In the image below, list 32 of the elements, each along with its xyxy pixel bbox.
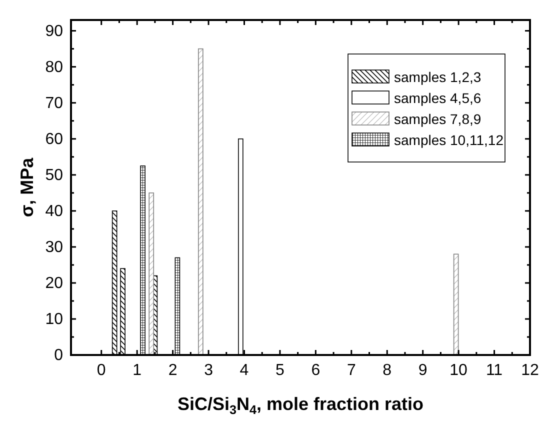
legend-label: samples 4,5,6 bbox=[394, 90, 482, 106]
bar bbox=[148, 192, 154, 356]
x-tick-label: 7 bbox=[346, 362, 356, 379]
bar bbox=[453, 254, 459, 356]
legend-label: samples 10,11,12 bbox=[394, 132, 504, 148]
x-tick-label: 4 bbox=[240, 362, 249, 379]
y-tick-label: 50 bbox=[45, 166, 64, 184]
y-tick-label: 60 bbox=[45, 130, 64, 148]
x-axis-title: SiC/Si$_{3}$N$_{4}$, mole fraction ratio bbox=[177, 394, 424, 417]
x-tick-label: 8 bbox=[382, 362, 392, 379]
legend-label: samples 1,2,3 bbox=[394, 69, 482, 85]
bar bbox=[198, 48, 204, 356]
y-tick-label: 90 bbox=[45, 22, 64, 40]
x-tick-label: 2 bbox=[168, 362, 178, 379]
legend-label: samples 7,8,9 bbox=[394, 111, 482, 127]
x-tick-label: 10 bbox=[450, 362, 468, 379]
y-tick-label: 80 bbox=[45, 58, 64, 76]
y-tick-label: 30 bbox=[45, 238, 64, 256]
y-tick-label: 20 bbox=[45, 274, 64, 292]
x-tick-label: 12 bbox=[521, 362, 539, 379]
x-tick-label: 9 bbox=[418, 362, 428, 379]
x-tick-label: 5 bbox=[276, 362, 285, 379]
x-tick-label: 0 bbox=[96, 362, 106, 379]
y-tick-label: 0 bbox=[54, 347, 64, 364]
y-tick-label: 10 bbox=[45, 310, 64, 328]
x-tick-label: 6 bbox=[311, 362, 320, 379]
x-tick-label: 11 bbox=[486, 362, 503, 379]
x-tick-label: 1 bbox=[132, 362, 142, 379]
y-tick-label: 70 bbox=[45, 94, 64, 112]
y-axis-title: σ, MPa bbox=[17, 156, 37, 218]
x-tick-label: 3 bbox=[204, 362, 214, 379]
y-tick-label: 40 bbox=[45, 202, 64, 220]
